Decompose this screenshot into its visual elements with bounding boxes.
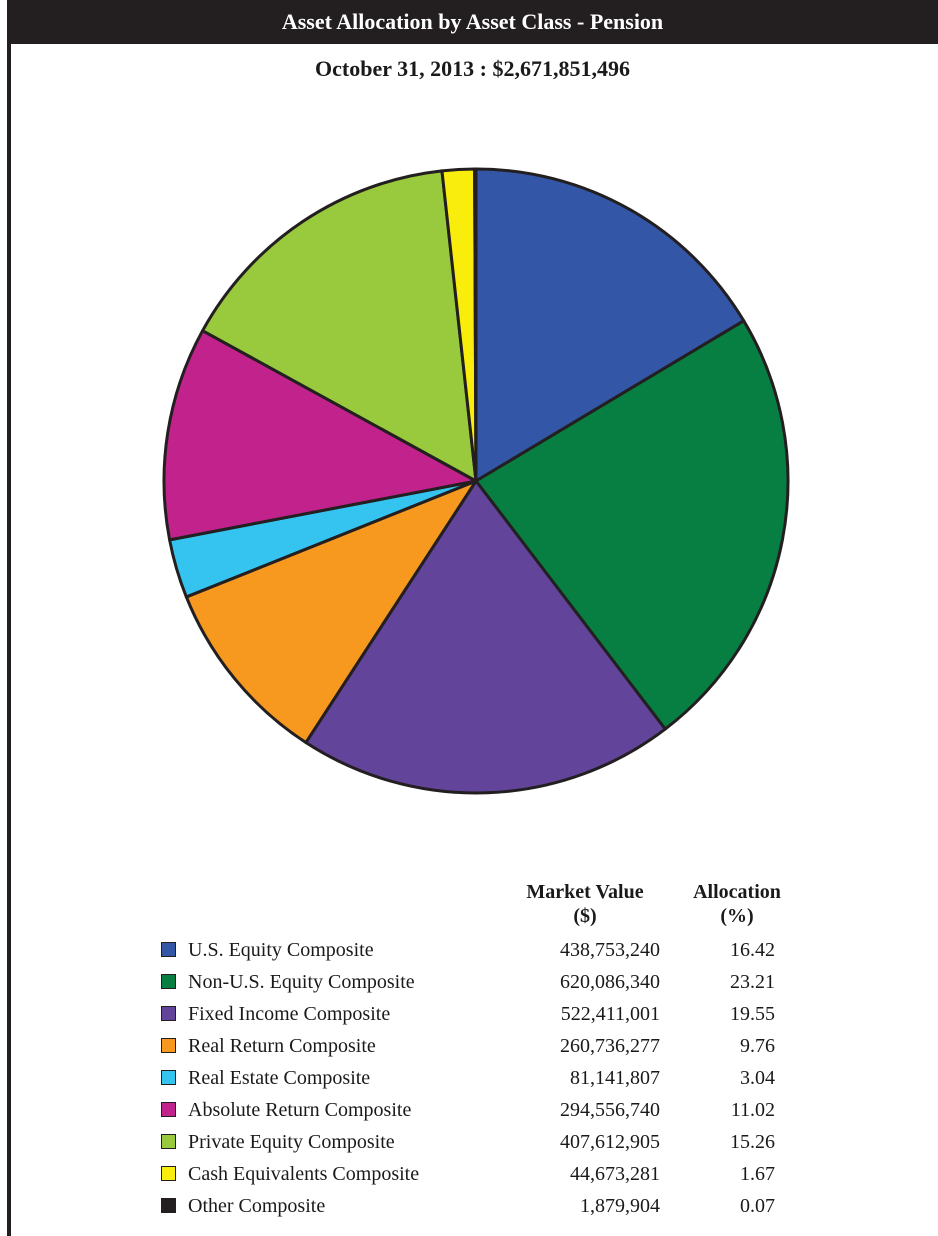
legend-row: Real Return Composite 260,736,277 9.76 [0,1030,938,1062]
legend-swatch [161,1134,176,1149]
legend-label: Fixed Income Composite [188,1003,391,1025]
legend-swatch [161,1006,176,1021]
allocation-header-label: Allocation [693,881,781,903]
market-value-cell: 260,736,277 [560,1035,660,1057]
pie-chart [162,167,790,795]
allocation-cell: 11.02 [730,1099,775,1121]
market-value-cell: 407,612,905 [560,1131,660,1153]
allocation-cell: 1.67 [740,1163,775,1185]
legend-label: Private Equity Composite [188,1131,395,1153]
market-value-cell: 44,673,281 [570,1163,660,1185]
allocation-cell: 23.21 [730,971,775,993]
pie-slice [162,329,478,542]
legend-swatch [161,942,176,957]
allocation-cell: 15.26 [730,1131,775,1153]
legend-label: U.S. Equity Composite [188,939,374,961]
pie-slice [473,167,478,483]
allocation-cell: 3.04 [740,1067,775,1089]
market-value-cell: 294,556,740 [560,1099,660,1121]
market-value-cell: 620,086,340 [560,971,660,993]
market-value-header-unit: ($) [573,905,597,927]
legend-row: Other Composite 1,879,904 0.07 [0,1190,938,1222]
allocation-cell: 9.76 [740,1035,775,1057]
legend-label: Real Return Composite [188,1035,376,1057]
pie-slice [474,319,790,731]
pie-slice [474,167,746,483]
legend-label: Absolute Return Composite [188,1099,412,1121]
allocation-header: Allocation (%) [672,880,802,928]
market-value-cell: 438,753,240 [560,939,660,961]
allocation-cell: 19.55 [730,1003,775,1025]
allocation-cell: 16.42 [730,939,775,961]
legend-label: Non-U.S. Equity Composite [188,971,415,993]
legend-swatch [161,1166,176,1181]
pie-slice [184,479,478,745]
legend-swatch [161,1198,176,1213]
legend-label: Real Estate Composite [188,1067,371,1089]
left-rule [7,0,11,1236]
market-value-header-label: Market Value [526,881,644,903]
pie-slice [201,169,478,483]
legend-label: Other Composite [188,1195,326,1217]
legend-row: Non-U.S. Equity Composite 620,086,340 23… [0,966,938,998]
legend-row: Real Estate Composite 81,141,807 3.04 [0,1062,938,1094]
market-value-cell: 522,411,001 [560,1003,660,1025]
legend-row: Private Equity Composite 407,612,905 15.… [0,1126,938,1158]
pie-slice [304,479,667,795]
legend-row: Fixed Income Composite 522,411,001 19.55 [0,998,938,1030]
market-value-cell: 81,141,807 [570,1067,660,1089]
legend-swatch [161,974,176,989]
legend-row: Absolute Return Composite 294,556,740 11… [0,1094,938,1126]
legend-label: Cash Equivalents Composite [188,1163,420,1185]
market-value-cell: 1,879,904 [580,1195,660,1217]
allocation-header-unit: (%) [720,905,754,927]
legend-swatch [161,1038,176,1053]
legend-row: Cash Equivalents Composite 44,673,281 1.… [0,1158,938,1190]
chart-title: Asset Allocation by Asset Class - Pensio… [7,0,938,44]
allocation-cell: 0.07 [740,1195,775,1217]
legend-swatch [161,1102,176,1117]
market-value-header: Market Value ($) [500,880,670,928]
legend-swatch [161,1070,176,1085]
chart-subtitle: October 31, 2013 : $2,671,851,496 [315,56,630,81]
legend-row: U.S. Equity Composite 438,753,240 16.42 [0,934,938,966]
